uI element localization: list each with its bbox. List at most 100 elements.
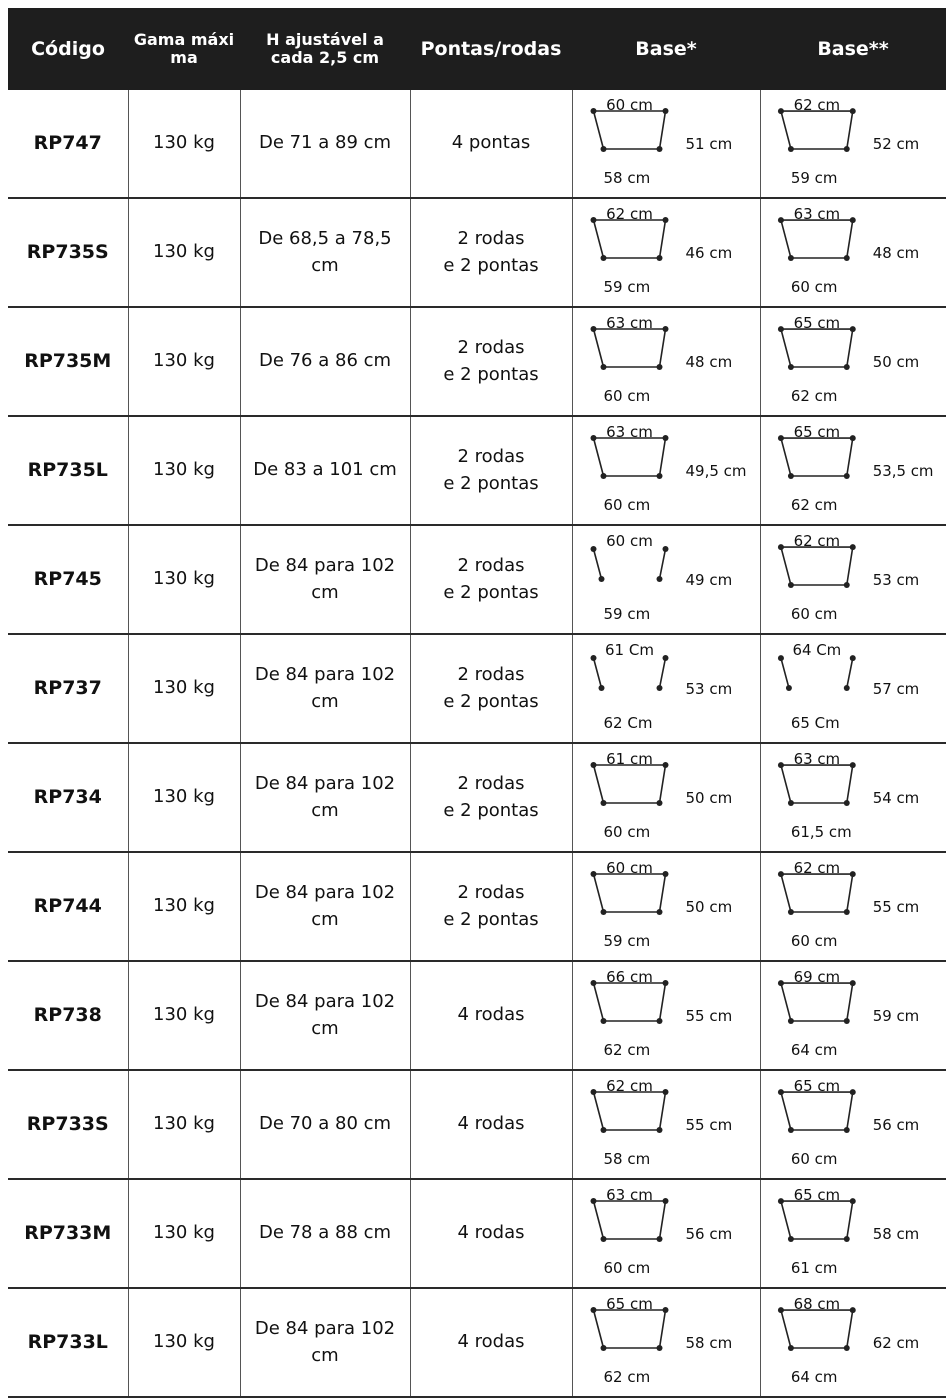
base-joint-dot (777, 1306, 784, 1313)
cell-max-range: 130 kg (127, 961, 240, 1071)
base-leg-right (658, 328, 666, 367)
base-leg-left (779, 437, 792, 476)
cell-height: De 83 a 101 cm (239, 416, 410, 526)
base-label-bottom: 61,5 cm (790, 822, 851, 840)
base-joint-dot (656, 254, 662, 261)
base-joint-dot (656, 1344, 662, 1351)
type-line-1: 2 rodas (457, 337, 525, 359)
base-joint-dot (849, 107, 856, 114)
base-leg-left (779, 110, 792, 149)
base-label-bottom: 60 cm (603, 496, 650, 514)
base-leg-left (592, 437, 604, 476)
base-joint-dot (777, 870, 784, 877)
type-line-1: 2 rodas (457, 446, 525, 468)
base-label-side: 52 cm (872, 134, 919, 152)
base-joint-dot (849, 1306, 856, 1313)
base-leg-right (658, 873, 666, 912)
cell-base2: 63 cm 48 cm 60 cm (759, 198, 946, 308)
base-joint-dot (662, 761, 668, 768)
cell-base1: 66 cm 55 cm 62 cm (571, 961, 760, 1071)
base-label-top: 65 cm (606, 1295, 653, 1313)
base-joint-dot (662, 979, 668, 986)
base-leg-left (592, 1200, 604, 1239)
base-leg-right (658, 437, 666, 476)
base-joint-dot (777, 1197, 784, 1204)
base-label-top: 60 cm (606, 532, 653, 550)
base-label-bottom: 58 cm (603, 1150, 650, 1168)
base-joint-dot (843, 1017, 850, 1024)
base-leg-left (779, 764, 792, 803)
base-leg-left (779, 219, 792, 258)
base-joint-dot (656, 1126, 662, 1133)
type-line-1: 2 rodas (457, 882, 525, 904)
table-row: RP735M 130 kg De 76 a 86 cm 2 rodas e 2 pont… (8, 307, 946, 417)
base-label-bottom: 59 cm (603, 932, 650, 950)
cell-height: De 70 a 80 cm (239, 1070, 410, 1180)
base-label-bottom: 64 cm (790, 1367, 837, 1385)
base-joint-dot (656, 363, 662, 370)
base-leg-left (592, 1091, 604, 1130)
base-joint-dot (777, 325, 784, 332)
type-line-2: e 2 pontas (443, 363, 539, 385)
base-leg-right (658, 219, 666, 258)
base-diagram: 60 cm 49 cm 59 cm (590, 532, 732, 623)
cell-height: De 78 a 88 cm (239, 1179, 410, 1289)
cell-base1: 62 cm 55 cm 58 cm (571, 1070, 760, 1180)
base-leg-left (592, 873, 604, 912)
cell-base2: 63 cm 54 cm 61,5 cm (759, 743, 946, 853)
base-joint-dot (849, 1197, 856, 1204)
base-label-top: 62 cm (793, 96, 840, 114)
base-leg-right (658, 1091, 666, 1130)
cell-code: RP735S (8, 198, 128, 308)
base-joint-dot (656, 1017, 662, 1024)
base-joint-dot (849, 216, 856, 223)
base-diagram: 63 cm 49,5 cm 60 cm (590, 423, 746, 514)
cell-max-range: 130 kg (127, 1070, 240, 1180)
table-row: RP733M 130 kg De 78 a 88 cm 4 rodas 63 cm 56 … (8, 1179, 946, 1289)
base-joint-dot (600, 799, 606, 806)
cell-tips-wheels: 2 rodas e 2 pontas (409, 525, 572, 635)
base-label-top: 60 cm (606, 96, 653, 114)
cell-base1: 63 cm 49,5 cm 60 cm (571, 416, 760, 526)
table-row: RP734 130 kg De 84 para 102 cm 2 rodas e 2 p… (8, 743, 946, 853)
base-diagram: 61 Cm 53 cm 62 Cm (590, 641, 732, 732)
base-label-bottom: 61 cm (790, 1258, 837, 1276)
cell-base1: 61 Cm 53 cm 62 Cm (571, 634, 760, 744)
type-line-1: 4 rodas (457, 1004, 525, 1026)
base-joint-dot (600, 145, 606, 152)
base-joint-dot (787, 1344, 794, 1351)
cell-code: RP745 (8, 525, 128, 635)
base-leg-left (592, 328, 604, 367)
base-label-side: 62 cm (872, 1333, 919, 1351)
cell-tips-wheels: 2 rodas e 2 pontas (409, 416, 572, 526)
base-leg-left (779, 982, 792, 1021)
base-label-top: 69 cm (793, 968, 840, 986)
base-leg-left (779, 546, 792, 585)
base-label-side: 46 cm (685, 244, 732, 262)
cell-tips-wheels: 2 rodas e 2 pontas (409, 852, 572, 962)
base-label-side: 50 cm (872, 352, 919, 370)
type-line-1: 4 rodas (457, 1331, 525, 1353)
base-label-side: 49 cm (685, 571, 732, 589)
cell-code: RP734 (8, 743, 128, 853)
base-label-bottom: 64 cm (790, 1040, 837, 1058)
base-joint-dot (849, 1088, 856, 1095)
base-joint-dot (590, 1306, 596, 1313)
base-label-top: 60 cm (606, 859, 653, 877)
cell-base1: 62 cm 46 cm 59 cm (571, 198, 760, 308)
base-label-bottom: 62 cm (603, 1041, 650, 1059)
base-leg-right (658, 657, 666, 688)
base-leg-left (592, 657, 602, 688)
base-joint-dot (662, 870, 668, 877)
base-leg-right (845, 657, 854, 688)
cell-base1: 63 cm 48 cm 60 cm (571, 307, 760, 417)
table-row: RP747 130 kg De 71 a 89 cm 4 pontas 60 cm 51 … (8, 90, 946, 199)
base-label-side: 53 cm (872, 570, 919, 588)
base-joint-dot (849, 870, 856, 877)
base-joint-dot (662, 1088, 668, 1095)
base-joint-dot (777, 216, 784, 223)
base-leg-right (658, 982, 666, 1021)
base-joint-dot (787, 1235, 794, 1242)
table-row: RP745 130 kg De 84 para 102 cm 2 rodas e 2 p… (8, 525, 946, 635)
base-joint-dot (843, 684, 850, 691)
